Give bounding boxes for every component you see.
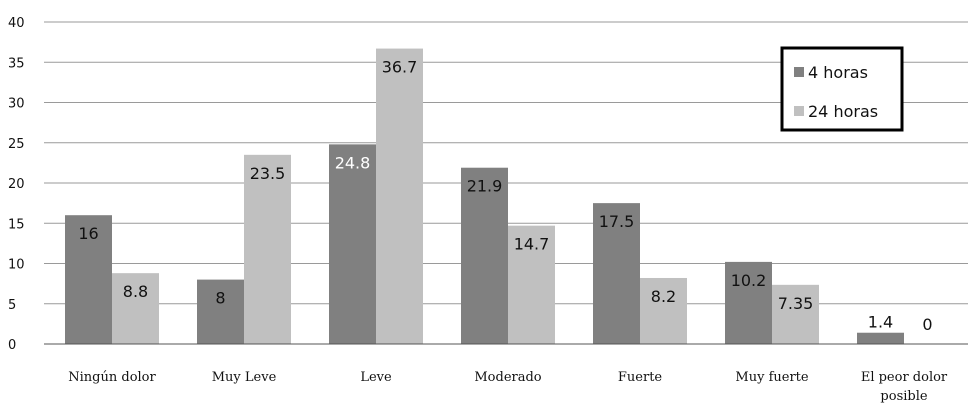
bar-24-horas	[772, 284, 819, 344]
y-tick-label: 40	[8, 16, 25, 31]
data-label: 16	[78, 224, 98, 243]
category-label: Fuerte	[618, 370, 663, 385]
category-label: El peor dolor	[861, 370, 948, 385]
y-tick-label: 30	[8, 97, 25, 112]
data-label: 0	[922, 315, 932, 334]
data-label: 23.5	[250, 164, 286, 183]
legend-label-4-horas: 4 horas	[808, 63, 868, 82]
category-label: Muy fuerte	[735, 370, 808, 385]
y-tick-label: 5	[8, 298, 16, 313]
data-label: 7.35	[778, 294, 814, 313]
legend-box	[780, 46, 904, 132]
bars	[65, 48, 904, 344]
legend-swatch-24-horas	[794, 106, 804, 116]
category-label: Moderado	[474, 370, 541, 385]
legend-swatch-4-horas	[794, 67, 804, 77]
bar-24-horas	[112, 273, 159, 344]
bar-4-horas	[329, 144, 376, 344]
bar-24-horas	[640, 277, 687, 344]
bar-4-horas	[857, 332, 904, 344]
bar-24-horas	[508, 225, 555, 344]
bar-4-horas	[725, 261, 772, 344]
data-label: 17.5	[599, 212, 635, 231]
bar-24-horas	[244, 154, 291, 344]
data-label: 36.7	[382, 58, 418, 77]
data-label: 10.2	[731, 271, 767, 290]
y-axis-ticks: 0 5 10 15 20 25 30 35 40	[8, 16, 25, 353]
y-tick-label: 25	[8, 137, 25, 152]
y-tick-label: 10	[8, 258, 25, 273]
bar-4-horas	[593, 203, 640, 344]
legend-label-24-horas: 24 horas	[808, 102, 878, 121]
category-label: Leve	[360, 370, 392, 385]
data-label: 8.8	[123, 282, 148, 301]
category-label-line2: posible	[880, 389, 927, 404]
category-label: Muy Leve	[212, 370, 277, 385]
data-label: 21.9	[467, 177, 503, 196]
data-label: 24.8	[335, 153, 371, 172]
y-tick-label: 0	[8, 338, 16, 353]
bar-4-horas	[461, 167, 508, 344]
data-label: 8	[215, 289, 225, 308]
data-labels: 16 8.8 8 23.5 24.8 36.7 21.9 14.7 17.5 8.2 10.2 7.3…	[78, 58, 932, 334]
bar-24-horas	[376, 48, 423, 344]
y-tick-label: 20	[8, 177, 25, 192]
x-axis-categories: Ningún dolor Muy Leve Leve Moderado Fuerte Mu…	[68, 370, 948, 404]
data-label: 1.4	[868, 313, 893, 332]
data-label: 14.7	[514, 235, 550, 254]
bar-4-horas	[197, 279, 244, 344]
data-label: 8.2	[651, 287, 676, 306]
category-label: Ningún dolor	[68, 370, 156, 385]
bar-4-horas	[65, 215, 112, 344]
y-tick-label: 35	[8, 56, 25, 71]
legend: 4 horas 24 horas	[780, 46, 904, 132]
y-tick-label: 15	[8, 217, 25, 232]
